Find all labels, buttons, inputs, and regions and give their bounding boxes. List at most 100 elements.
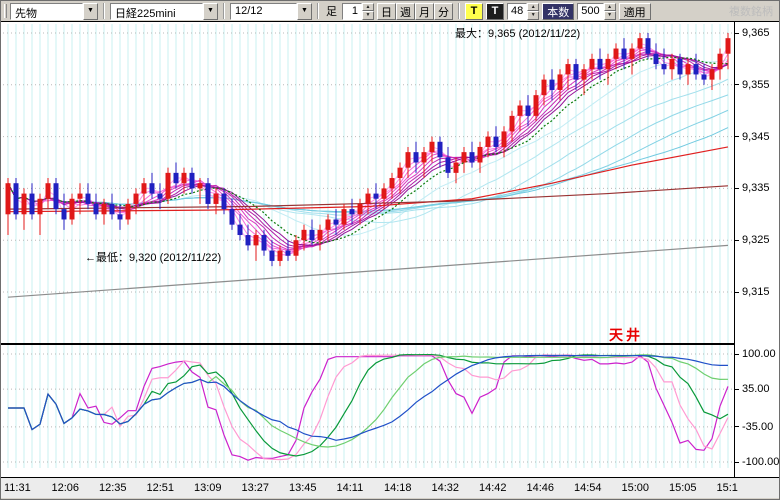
max-price-annotation: 最大：9,365 (2012/11/22) (455, 25, 580, 41)
candle-body (366, 194, 371, 204)
candle-body (94, 204, 99, 214)
axis-tick-label: 100.00 (742, 348, 776, 360)
candle-body (414, 152, 419, 162)
candle-body (718, 54, 723, 70)
candle-body (390, 178, 395, 188)
period-unit-button[interactable]: 日 (377, 3, 396, 20)
spin-down-icon[interactable]: ▼ (362, 11, 374, 20)
span-spinner[interactable]: 500 ▲ ▼ (577, 3, 615, 20)
candle-body (518, 106, 523, 116)
period-spinner[interactable]: 1 ▲ ▼ (342, 3, 374, 20)
candle-body (278, 251, 283, 261)
candle-body (630, 49, 635, 59)
toolbar-separator (458, 3, 460, 19)
candle-body (710, 69, 715, 79)
candle-body (350, 209, 355, 214)
bars-button[interactable]: 本数 (542, 3, 574, 20)
period-unit-button[interactable]: 分 (434, 3, 453, 20)
bars-spinner-value[interactable]: 48 (507, 3, 527, 20)
candle-body (726, 38, 731, 54)
candle-body (478, 147, 483, 163)
candle-body (614, 49, 619, 59)
time-axis-label: 14:11 (337, 482, 364, 494)
candle-body (102, 204, 107, 214)
axis-tick (735, 462, 739, 463)
candle-body (662, 64, 667, 69)
spin-down-icon[interactable]: ▼ (527, 11, 539, 20)
span-spinner-value[interactable]: 500 (577, 3, 603, 20)
toolbar-grip (4, 4, 7, 18)
contract-combo[interactable]: 12/12 ▼ (230, 3, 312, 20)
axis-tick-label: -35.00 (742, 421, 773, 433)
candle-body (38, 199, 43, 215)
candle-body (6, 183, 11, 214)
spin-up-icon[interactable]: ▲ (527, 3, 539, 12)
candle-body (430, 142, 435, 152)
time-axis-label: 12:06 (52, 482, 80, 494)
time-axis-label: 15:05 (669, 482, 697, 494)
period-unit-group: 日週月分 (377, 3, 453, 20)
candle-body (422, 152, 427, 162)
spin-down-icon[interactable]: ▼ (604, 11, 616, 20)
candle-body (222, 194, 227, 210)
candle-body (246, 235, 251, 245)
candle-body (78, 194, 83, 199)
axis-tick-label: 9,315 (742, 286, 770, 298)
toolbar-separator (223, 3, 225, 19)
candle-body (190, 173, 195, 189)
time-axis-label: 14:18 (384, 482, 412, 494)
candle-body (534, 95, 539, 116)
candle-body (286, 251, 291, 256)
candle-body (126, 204, 131, 220)
candle-body (406, 152, 411, 168)
candle-body (166, 173, 171, 199)
candle-body (118, 214, 123, 219)
axis-tick (735, 426, 739, 427)
candle-body (86, 194, 91, 204)
chevron-down-icon[interactable]: ▼ (297, 3, 312, 20)
instrument-combo[interactable]: 先物 ▼ (10, 3, 98, 20)
candle-body (694, 64, 699, 74)
symbol-combo[interactable]: 日経225mini ▼ (110, 3, 218, 20)
spin-up-icon[interactable]: ▲ (362, 3, 374, 12)
chevron-down-icon[interactable]: ▼ (83, 3, 98, 20)
period-unit-button[interactable]: 週 (396, 3, 415, 20)
axis-tick (735, 354, 739, 355)
candle-body (438, 142, 443, 158)
candle-body (526, 106, 531, 116)
period-spinner-value[interactable]: 1 (342, 3, 362, 20)
period-label: 足 (324, 3, 339, 19)
bars-spinner[interactable]: 48 ▲ ▼ (507, 3, 539, 20)
contract-combo-value: 12/12 (230, 3, 297, 20)
candle-body (110, 204, 115, 214)
candle-body (174, 173, 179, 183)
axis-tick-label: 9,345 (742, 131, 770, 143)
time-axis-label: 14:46 (527, 482, 555, 494)
time-axis-label: 12:51 (147, 482, 175, 494)
candle-body (510, 116, 515, 132)
candle-body (214, 194, 219, 204)
period-unit-button[interactable]: 月 (415, 3, 434, 20)
candle-body (302, 230, 307, 240)
toolbar-separator (103, 3, 105, 19)
candle-body (22, 194, 27, 215)
tick-button-yellow[interactable]: T (465, 3, 483, 20)
candle-body (318, 230, 323, 240)
axis-tick-label: 9,365 (742, 27, 770, 39)
candle-body (558, 74, 563, 90)
chevron-down-icon[interactable]: ▼ (203, 3, 218, 20)
candle-body (622, 49, 627, 59)
time-axis-label: 14:32 (432, 482, 460, 494)
time-axis-label: 13:45 (289, 482, 317, 494)
apply-button[interactable]: 適用 (619, 3, 651, 20)
candle-body (182, 173, 187, 183)
axis-tick-label: 9,355 (742, 79, 770, 91)
tick-button-dark[interactable]: T (486, 3, 504, 20)
candle-body (446, 157, 451, 173)
axis-tick (735, 292, 739, 293)
candle-body (494, 137, 499, 147)
candle-body (550, 80, 555, 90)
spin-up-icon[interactable]: ▲ (604, 3, 616, 12)
candle-body (30, 194, 35, 215)
candle-body (542, 80, 547, 96)
